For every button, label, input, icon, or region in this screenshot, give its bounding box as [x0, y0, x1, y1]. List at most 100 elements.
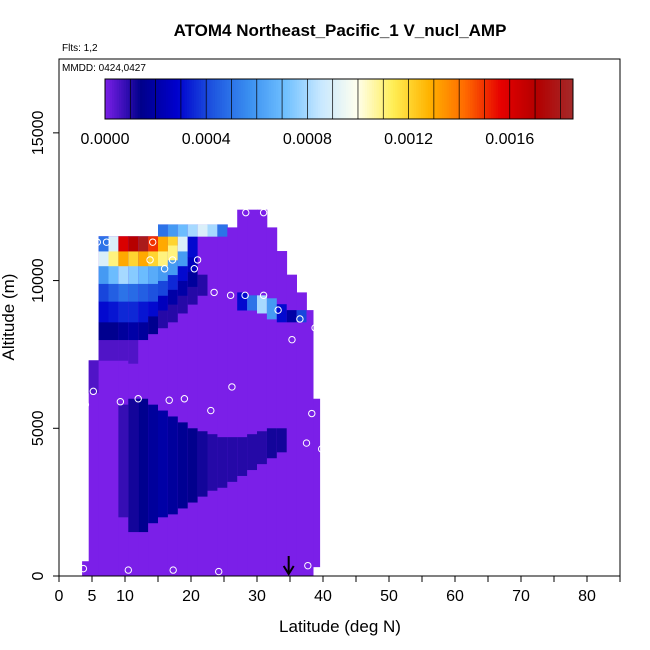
- colorbar-step-120: [385, 79, 389, 119]
- sample-marker-21: [228, 383, 236, 391]
- colorbar-step-156: [470, 79, 473, 119]
- colorbar-step-142: [437, 79, 441, 119]
- field-cell-8-6: [158, 236, 169, 252]
- field-cell-16-0: [237, 437, 248, 476]
- colorbar-step-172: [507, 79, 511, 119]
- colorbar-step-121: [388, 79, 391, 119]
- field-cell-4-5: [118, 265, 129, 284]
- colorbar-step-71: [271, 79, 274, 119]
- colorbar-step-33: [182, 79, 186, 119]
- field-cell-11-1: [187, 286, 198, 305]
- colorbar-step-173: [509, 79, 513, 119]
- colorbar-step-147: [448, 79, 452, 119]
- colorbar-step-13: [135, 79, 139, 119]
- colorbar-step-83: [299, 79, 303, 119]
- colorbar-step-97: [331, 79, 335, 119]
- field-cell-10-3: [177, 265, 189, 281]
- colorbar-step-15: [140, 79, 143, 119]
- field-cell-10-1: [177, 295, 189, 314]
- field-cell-12-2: [197, 224, 208, 237]
- field-cell-11-2: [187, 271, 198, 287]
- colorbar-step-170: [502, 79, 506, 119]
- y-tick-label-3: 15000: [30, 111, 47, 156]
- sample-marker-6: [116, 397, 125, 406]
- field-cell-8-3: [158, 280, 169, 296]
- x-tick-label-7: 60: [446, 588, 464, 605]
- colorbar-step-133: [416, 79, 420, 119]
- colorbar-step-104: [348, 79, 352, 119]
- colorbar-step-176: [516, 79, 520, 119]
- sample-marker-14: [180, 395, 189, 403]
- colorbar-step-85: [303, 79, 307, 119]
- colorbar-step-9: [126, 79, 129, 119]
- colorbar-step-107: [355, 79, 359, 119]
- colorbar-step-112: [367, 79, 370, 119]
- colorbar-step-132: [413, 79, 417, 119]
- field-cell-6-5: [138, 251, 149, 267]
- field-cell-10-4: [177, 251, 189, 267]
- colorbar-step-116: [376, 79, 380, 119]
- colorbar-step-95: [327, 79, 331, 119]
- field-cell-17-0: [247, 434, 258, 471]
- colorbar-step-22: [156, 79, 160, 119]
- colorbar-step-109: [360, 79, 363, 119]
- field-cell-19-0: [266, 428, 278, 459]
- colorbar-step-94: [324, 79, 328, 119]
- colorbar-step-10: [128, 79, 132, 119]
- colorbar-step-36: [189, 79, 193, 119]
- field-cell-2-3: [98, 283, 109, 302]
- field-cell-18-0: [257, 431, 268, 465]
- colorbar-step-7: [121, 79, 125, 119]
- colorbar-step-102: [343, 79, 347, 119]
- colorbar-step-134: [418, 79, 422, 119]
- colorbar-step-158: [474, 79, 478, 119]
- field-cell-13-0: [207, 434, 218, 491]
- colorbar-step-114: [371, 79, 375, 119]
- field-column-9: [167, 224, 179, 576]
- colorbar-step-122: [390, 79, 394, 119]
- colorbar-step-182: [530, 79, 534, 119]
- colorbar-step-103: [346, 79, 349, 119]
- sample-marker-10: [160, 265, 169, 273]
- flights-note: Flts: 1,2: [62, 43, 98, 54]
- colorbar-step-25: [163, 79, 167, 119]
- sample-marker-8: [146, 256, 154, 264]
- x-axis: 0 5 10 20 30 40 50 60 70 80: [55, 576, 621, 605]
- colorbar-step-1: [107, 79, 111, 119]
- field-cell-5-4: [128, 283, 139, 302]
- colorbar-step-174: [512, 79, 515, 119]
- colorbar-step-157: [472, 79, 476, 119]
- field-cell-5-6: [128, 251, 139, 267]
- colorbar-step-119: [383, 79, 387, 119]
- colorbar-step-195: [561, 79, 565, 119]
- colorbar-step-69: [266, 79, 270, 119]
- field-cell-2-5: [98, 251, 109, 267]
- sample-marker-18: [210, 288, 218, 297]
- colorbar-step-23: [158, 79, 162, 119]
- colorbar-step-118: [381, 79, 384, 119]
- field-cell-6-1: [138, 321, 149, 341]
- colorbar-step-2: [109, 79, 113, 119]
- colorbar-step-81: [294, 79, 298, 119]
- colorbar-step-150: [456, 79, 459, 119]
- field-cell-4-6: [118, 251, 129, 267]
- colorbar-step-67: [261, 79, 265, 119]
- colorbar-step-154: [465, 79, 469, 119]
- sample-marker-16: [193, 256, 202, 264]
- colorbar-step-64: [254, 79, 258, 119]
- colorbar-step-123: [392, 79, 396, 119]
- colorbar-step-180: [526, 79, 530, 119]
- field-cell-8-7: [158, 224, 169, 237]
- date-note: MMDD: 0424,0427: [62, 63, 146, 74]
- colorbar-step-198: [568, 79, 572, 119]
- colorbar-tick-label-4: 0.0016: [485, 131, 534, 148]
- colorbar-ticks: 0.0000 0.0004 0.0008 0.0012 0.0016: [81, 79, 561, 148]
- colorbar-step-30: [175, 79, 179, 119]
- field-cell-7-3: [148, 283, 159, 302]
- sample-marker-4: [102, 238, 111, 246]
- field-cell-4-1: [118, 339, 129, 361]
- colorbar-step-60: [245, 79, 249, 119]
- colorbar-step-192: [554, 79, 558, 119]
- arrow-head: [282, 565, 295, 576]
- field-column-14: [217, 224, 228, 576]
